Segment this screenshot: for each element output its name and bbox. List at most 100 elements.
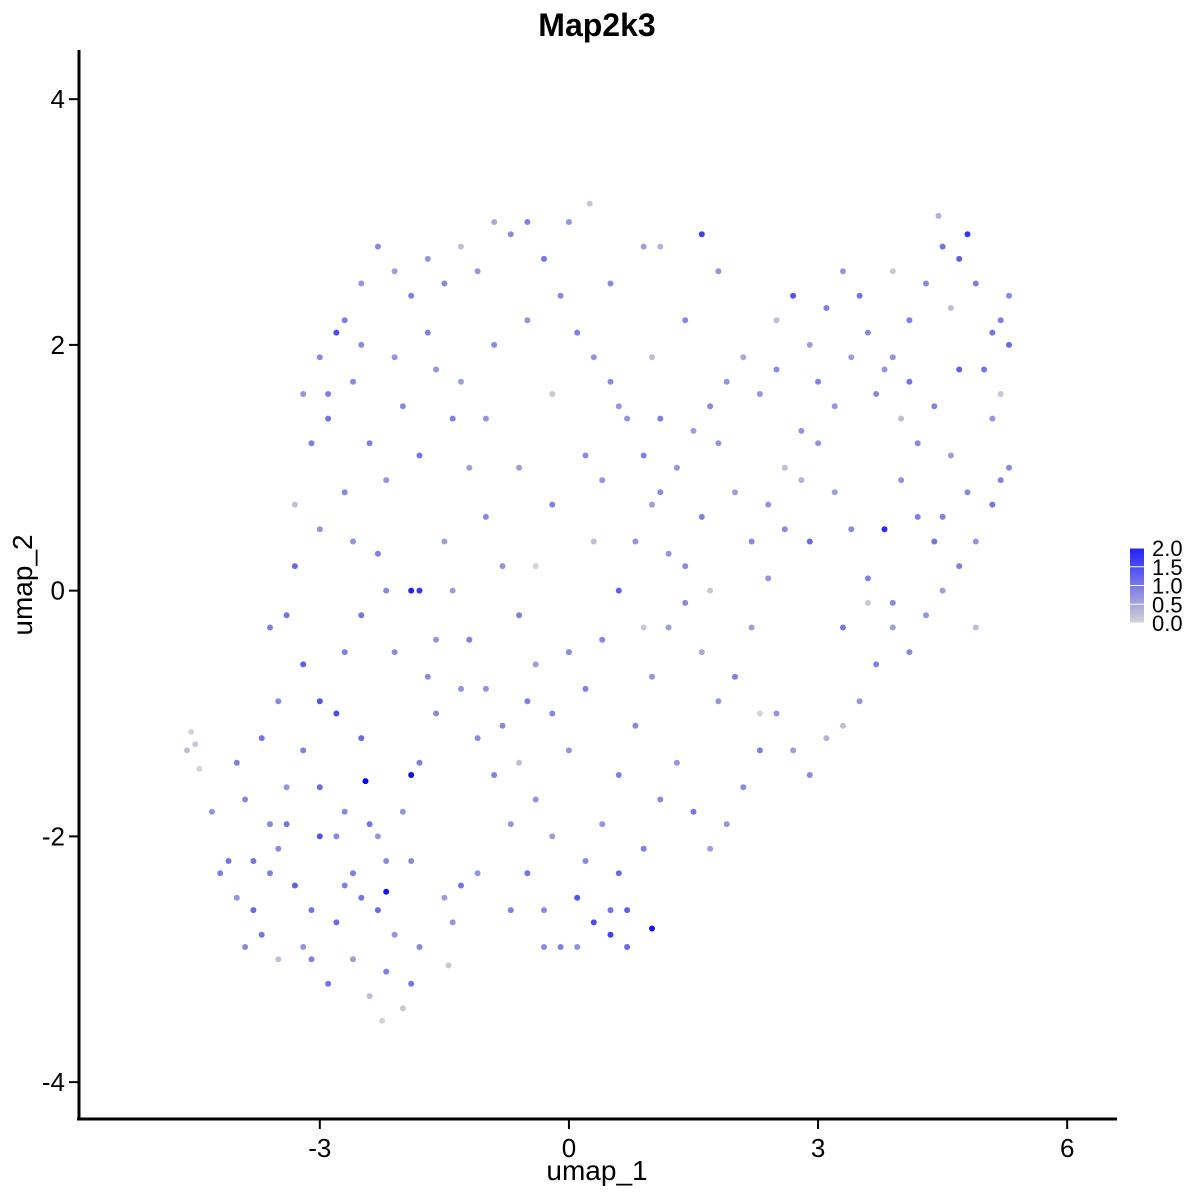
data-point [374, 833, 381, 840]
x-tick-label: 6 [1060, 1133, 1074, 1163]
data-point [491, 341, 498, 348]
data-point [408, 292, 415, 299]
data-point [424, 329, 431, 336]
data-point [956, 366, 963, 373]
data-point [831, 403, 838, 410]
data-point [516, 612, 523, 619]
data-point [649, 673, 655, 680]
data-point [997, 317, 1004, 324]
data-point [549, 391, 556, 397]
data-point [632, 722, 639, 729]
chart-title: Map2k3 [538, 7, 655, 43]
data-point [391, 649, 398, 656]
data-point [698, 513, 705, 520]
data-point [383, 968, 390, 975]
data-point [823, 735, 830, 742]
data-point [607, 280, 614, 287]
data-point [798, 477, 805, 484]
data-point [358, 612, 365, 619]
data-point [549, 833, 556, 840]
data-point [474, 870, 481, 877]
data-point [433, 636, 440, 643]
data-point [590, 354, 597, 361]
data-point [308, 440, 315, 447]
data-point [499, 563, 506, 570]
data-point [997, 477, 1004, 484]
data-point [723, 378, 730, 385]
legend-tick-label: 0.5 [1152, 592, 1183, 617]
data-point [806, 538, 813, 545]
data-point [773, 710, 780, 717]
data-point [507, 821, 514, 828]
data-point [416, 759, 423, 766]
data-point [291, 501, 298, 508]
data-point [557, 292, 564, 299]
data-point [657, 415, 664, 422]
data-point [740, 354, 747, 361]
data-point [590, 538, 597, 545]
data-point [856, 292, 863, 299]
data-point [325, 415, 332, 422]
data-point [374, 550, 381, 557]
y-tick-label: -4 [42, 1067, 65, 1097]
data-point [881, 526, 888, 533]
data-point [474, 735, 481, 742]
data-point [615, 403, 622, 410]
data-point [972, 280, 979, 287]
data-point [233, 894, 240, 901]
x-axis-ticks: -3 0 3 6 [308, 1119, 1074, 1163]
data-point [790, 292, 797, 299]
data-point [217, 870, 224, 877]
data-point [798, 427, 805, 434]
data-point [657, 243, 664, 250]
data-point [358, 341, 365, 348]
data-point [184, 747, 190, 754]
data-point [748, 624, 755, 631]
data-point [989, 415, 996, 422]
data-point [458, 378, 464, 385]
data-point [632, 538, 639, 545]
data-point [449, 919, 456, 926]
data-point [715, 268, 722, 275]
data-point [366, 993, 373, 1000]
data-point [574, 329, 581, 336]
data-point [898, 477, 905, 484]
data-point [449, 415, 456, 422]
data-point [499, 722, 506, 729]
data-point [458, 685, 464, 692]
data-point [864, 329, 871, 336]
data-point [624, 944, 631, 950]
legend-tick-label: 1.0 [1152, 574, 1183, 599]
data-point [939, 513, 946, 520]
data-point [889, 354, 896, 361]
data-point [831, 489, 838, 496]
data-point [657, 796, 664, 803]
data-point [989, 329, 996, 336]
data-point [188, 728, 195, 735]
data-point [698, 649, 705, 656]
data-point [690, 427, 697, 434]
data-point [790, 747, 797, 754]
data-point [316, 526, 323, 533]
data-point [233, 759, 240, 766]
data-point [773, 366, 780, 373]
data-point [707, 403, 714, 410]
data-point [657, 489, 664, 496]
data-point [383, 888, 390, 895]
data-point [574, 944, 581, 950]
data-point [267, 821, 273, 828]
data-point [408, 980, 415, 987]
data-point [333, 919, 340, 926]
data-point [350, 378, 356, 385]
data-point [445, 962, 452, 969]
data-point [466, 636, 473, 643]
data-point [225, 858, 232, 864]
data-point [391, 354, 398, 361]
data-point [823, 305, 830, 311]
data-point [541, 255, 547, 262]
data-point [607, 378, 614, 385]
data-point [408, 587, 415, 594]
data-point [840, 268, 846, 275]
data-point [935, 212, 942, 219]
